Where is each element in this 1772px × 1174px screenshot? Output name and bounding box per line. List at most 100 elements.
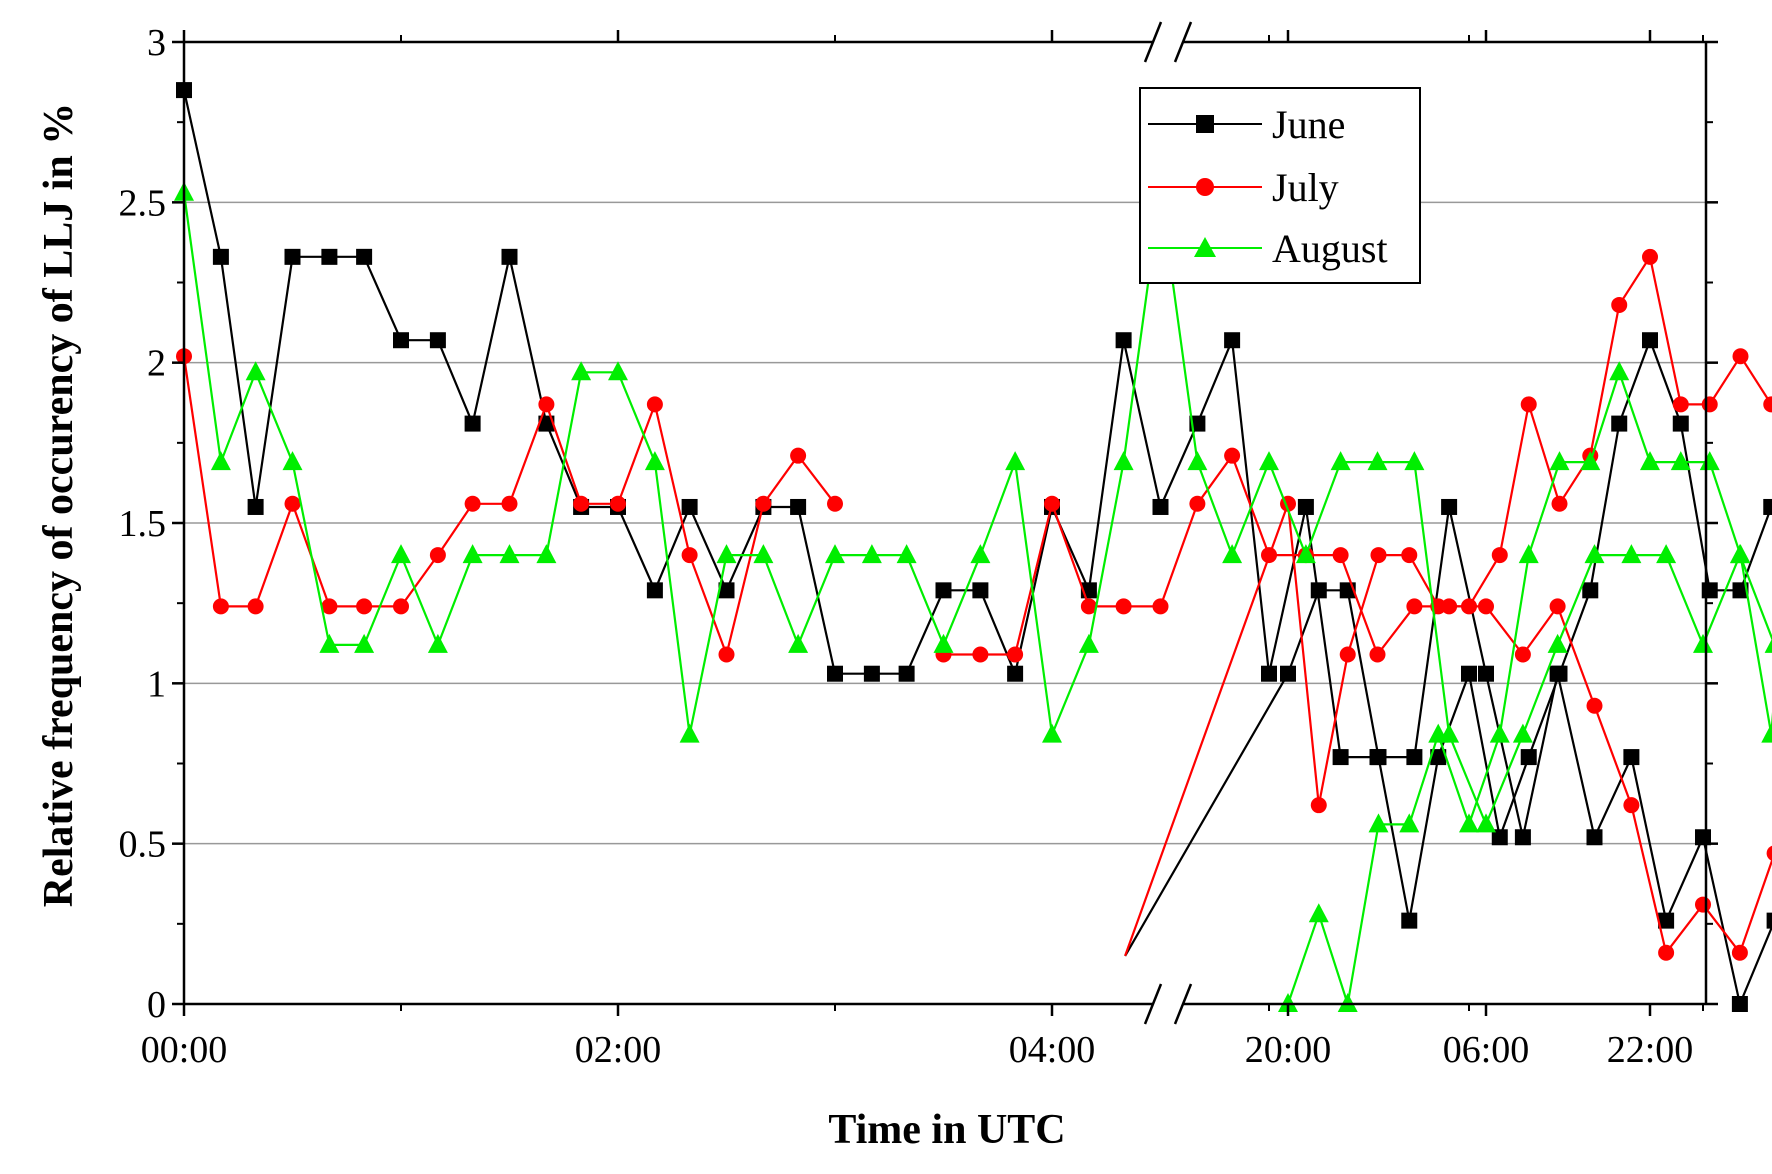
x-tick-label: 02:00 — [575, 1029, 662, 1071]
data-point-august — [753, 544, 774, 564]
data-point-july — [1658, 944, 1675, 961]
data-point-august — [1005, 451, 1026, 471]
data-point-august — [716, 544, 737, 564]
data-point-july — [1586, 697, 1603, 714]
x-axis-title: Time in UTC — [828, 1107, 1065, 1153]
data-point-july — [1672, 396, 1689, 413]
data-point-june — [935, 582, 952, 599]
data-point-july — [538, 396, 555, 413]
data-point-august — [1761, 723, 1772, 743]
data-point-june — [790, 498, 807, 515]
data-point-july — [718, 646, 735, 663]
legend-label-august: August — [1272, 226, 1388, 271]
data-point-june — [1280, 665, 1296, 682]
legend-marker-june — [1196, 115, 1214, 133]
data-point-july — [1370, 547, 1387, 564]
data-point-august — [1308, 903, 1329, 923]
data-point-june — [321, 248, 338, 265]
data-point-july — [1520, 396, 1537, 413]
data-point-june — [1611, 415, 1628, 432]
data-point-june — [356, 248, 373, 265]
y-tick-label: 1 — [147, 663, 166, 705]
data-point-august — [391, 544, 411, 564]
data-point-june — [1658, 912, 1675, 929]
series-line-august-0 — [182, 192, 1772, 828]
data-point-august — [1187, 451, 1208, 471]
data-point-july — [1261, 547, 1277, 564]
data-point-august — [1518, 544, 1539, 564]
x-tick-label: 22:00 — [1607, 1029, 1694, 1071]
data-point-august — [608, 361, 628, 381]
series-layer — [174, 82, 1772, 1012]
data-point-june — [1310, 582, 1327, 599]
data-point-august — [427, 633, 448, 653]
data-point-july — [1763, 396, 1772, 413]
data-point-august — [1549, 451, 1570, 471]
data-point-august — [1547, 633, 1568, 653]
data-point-june — [1115, 332, 1132, 349]
data-point-june — [1623, 749, 1640, 766]
data-point-june — [212, 248, 229, 265]
data-point-july — [972, 646, 989, 663]
data-point-august — [1609, 361, 1630, 381]
data-point-august — [1399, 813, 1420, 833]
data-point-august — [1330, 451, 1351, 471]
data-point-july — [1491, 547, 1508, 564]
data-point-june — [1514, 829, 1531, 846]
data-point-june — [1701, 582, 1718, 599]
data-point-august — [319, 633, 340, 653]
data-point-july — [393, 598, 409, 615]
data-point-august — [1584, 544, 1605, 564]
data-point-june — [827, 665, 843, 682]
data-point-july — [1732, 348, 1749, 365]
data-point-july — [212, 598, 229, 615]
data-point-july — [321, 598, 338, 615]
data-point-august — [1476, 813, 1496, 833]
legend-label-july: July — [1272, 165, 1339, 210]
gridlines — [184, 201, 1706, 845]
data-point-august — [1693, 633, 1713, 653]
data-point-august — [933, 633, 954, 653]
y-tick-label: 2.5 — [119, 182, 167, 224]
legend-label-june: June — [1272, 102, 1345, 147]
data-point-august — [1640, 451, 1660, 471]
data-point-july — [755, 495, 772, 512]
data-point-august — [210, 451, 231, 471]
data-point-july — [1080, 598, 1097, 615]
data-point-june — [898, 665, 915, 682]
data-point-june — [1763, 498, 1772, 515]
data-point-july — [1189, 495, 1206, 512]
data-point-june — [1520, 749, 1537, 766]
data-point-july — [247, 598, 264, 615]
legend-box — [1139, 87, 1421, 284]
data-point-august — [1078, 633, 1099, 653]
series-june — [176, 82, 1772, 1012]
data-point-june — [1478, 665, 1494, 682]
y-tick-label: 1.5 — [119, 503, 167, 545]
data-point-august — [1670, 451, 1691, 471]
data-point-july — [1461, 598, 1477, 615]
data-point-july — [1642, 248, 1658, 265]
data-point-july — [1611, 296, 1628, 313]
data-point-july — [1766, 845, 1772, 861]
x-tick-label: 04:00 — [1009, 1029, 1096, 1071]
data-point-june — [1461, 665, 1477, 682]
data-point-august — [1259, 451, 1279, 471]
data-point-august — [1764, 638, 1772, 653]
data-point-august — [571, 361, 592, 381]
data-point-august — [1042, 723, 1062, 743]
data-point-june — [284, 248, 301, 265]
data-point-june — [393, 332, 409, 349]
series-august — [174, 181, 1772, 1012]
data-point-june — [1332, 749, 1349, 766]
data-point-july — [610, 495, 626, 512]
data-point-june — [1406, 749, 1423, 766]
data-point-july — [1623, 797, 1640, 814]
y-axis-title: Relative frequency of occurency of LLJ i… — [36, 103, 82, 908]
data-point-july — [827, 495, 843, 512]
y-axis-ticks: 0 0.5 1 1.5 2 2.5 3 — [119, 22, 1718, 1026]
axis-break-mark-bottom-2 — [1173, 983, 1193, 1025]
data-point-august — [354, 633, 375, 653]
data-point-august — [1404, 451, 1425, 471]
data-point-june — [1007, 665, 1024, 682]
